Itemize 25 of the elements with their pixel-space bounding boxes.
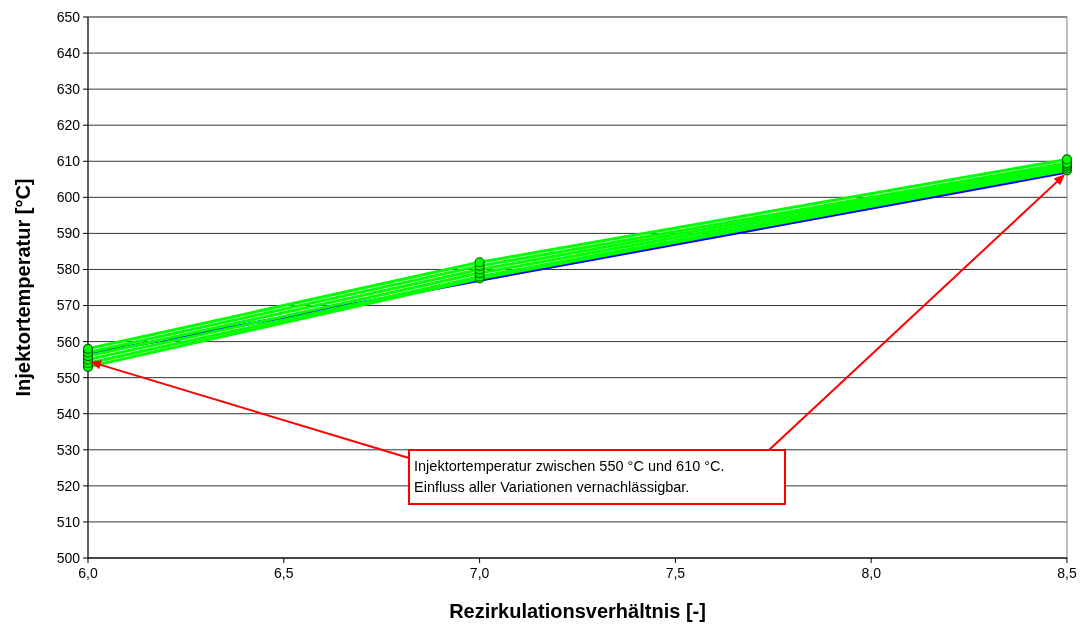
y-tick-label: 600 xyxy=(56,189,81,206)
y-tick-label: 500 xyxy=(56,549,81,566)
annotation: Injektortemperatur zwischen 550 °C und 610 °C. Einfluss aller Variationen vernachlässigbar. xyxy=(414,458,725,495)
y-tick-label: 580 xyxy=(56,261,81,278)
x-tick-label: 6,0 xyxy=(78,565,98,581)
y-tick-label: 630 xyxy=(56,81,81,98)
x-tick-label: 8,5 xyxy=(1057,565,1077,581)
y-tick-label: 610 xyxy=(56,153,81,170)
y-tick-label: 570 xyxy=(56,297,81,314)
x-tick-label: 8,0 xyxy=(861,565,882,581)
y-tick-label: 540 xyxy=(56,405,81,422)
y-tick-label: 640 xyxy=(56,44,81,61)
y-axis-title: Injektortemperatur [°C] xyxy=(12,178,34,397)
y-tick-label: 550 xyxy=(56,369,81,386)
x-tick-label: 7,5 xyxy=(665,565,686,581)
y-tick-label: 650 xyxy=(56,8,81,25)
y-tick-label: 530 xyxy=(56,441,81,458)
y-tick-label: 520 xyxy=(56,477,81,494)
x-tick-label: 7,0 xyxy=(469,565,490,581)
x-tick-label: 6,5 xyxy=(274,565,294,581)
x-axis-title: Rezirkulationsverhältnis [-] xyxy=(449,600,706,622)
y-tick-label: 560 xyxy=(56,333,81,350)
y-tick-label: 620 xyxy=(56,117,81,134)
y-tick-label: 510 xyxy=(56,513,81,530)
y-tick-label: 590 xyxy=(56,225,81,242)
